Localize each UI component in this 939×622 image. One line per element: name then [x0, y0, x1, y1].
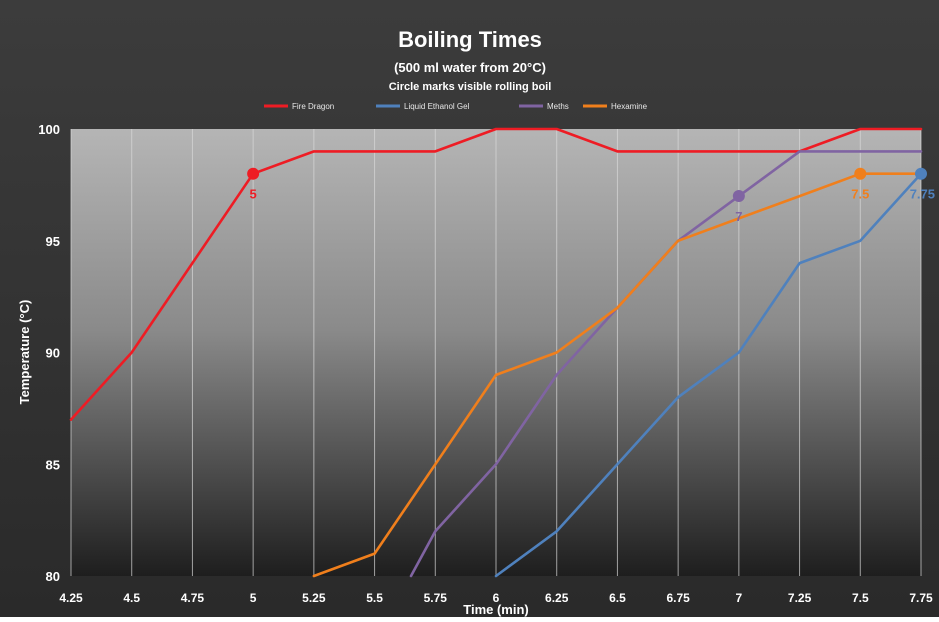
x-tick-label-14: 7.75	[909, 591, 933, 605]
x-tick-label-8: 6.25	[545, 591, 569, 605]
y-axis-ticks: 80 85 90 95 100	[38, 122, 60, 584]
x-tick-label-9: 6.5	[609, 591, 626, 605]
boil-marker-label-fire-dragon: 5	[250, 187, 257, 202]
boil-marker-meths	[732, 190, 745, 203]
x-axis-ticks: 4.25 4.5 4.75 5 5.25 5.5 5.75 6 6.25 6.5 6.75 7 7.25…	[59, 591, 933, 605]
x-tick-label-10: 6.75	[666, 591, 690, 605]
x-axis-label: Time (min)	[463, 602, 529, 617]
x-tick-label-13: 7.5	[852, 591, 869, 605]
legend-label-liquid-ethanol-gel: Liquid Ethanol Gel	[404, 102, 470, 111]
legend-label-fire-dragon: Fire Dragon	[292, 102, 334, 111]
boil-marker-label-meths: 7	[735, 209, 742, 224]
x-tick-label-4: 5.25	[302, 591, 326, 605]
y-tick-label-0: 80	[46, 569, 60, 584]
x-tick-label-3: 5	[250, 591, 257, 605]
boil-marker-liquid-ethanol-gel	[915, 167, 927, 180]
x-tick-label-6: 5.75	[424, 591, 448, 605]
chart-subtitle-note: Circle marks visible rolling boil	[389, 81, 552, 93]
y-tick-label-3: 95	[46, 234, 60, 249]
series-line-hexamine	[312, 172, 923, 578]
x-tick-label-2: 4.75	[181, 591, 205, 605]
boil-marker-label-liquid-ethanol-gel: 7.75	[910, 187, 935, 202]
x-tick-label-1: 4.5	[123, 591, 140, 605]
y-tick-label-4: 100	[38, 122, 60, 137]
y-tick-label-2: 90	[46, 346, 60, 361]
boil-markers: 5 7.75 7 7.5	[247, 167, 935, 224]
x-tick-label-11: 7	[736, 591, 743, 605]
series-line-liquid-ethanol-gel	[494, 172, 923, 578]
legend-label-meths: Meths	[547, 102, 569, 111]
series-line-fire-dragon	[69, 127, 923, 421]
x-tick-label-0: 4.25	[59, 591, 83, 605]
legend-label-hexamine: Hexamine	[611, 102, 648, 111]
boil-marker-hexamine	[854, 167, 867, 180]
legend: Fire Dragon Liquid Ethanol Gel Meths Hexami…	[264, 102, 648, 111]
series-layer	[69, 127, 923, 578]
boil-marker-label-hexamine: 7.5	[851, 187, 869, 202]
x-tick-label-5: 5.5	[366, 591, 383, 605]
chart-subtitle: (500 ml water from 20°C)	[394, 60, 546, 75]
y-tick-label-1: 85	[46, 457, 60, 472]
x-tick-label-7: 6	[493, 591, 500, 605]
y-axis-label: Temperature (°C)	[17, 300, 32, 405]
chart-title: Boiling Times	[398, 27, 542, 52]
x-tick-label-12: 7.25	[788, 591, 812, 605]
boil-marker-fire-dragon	[247, 167, 260, 180]
